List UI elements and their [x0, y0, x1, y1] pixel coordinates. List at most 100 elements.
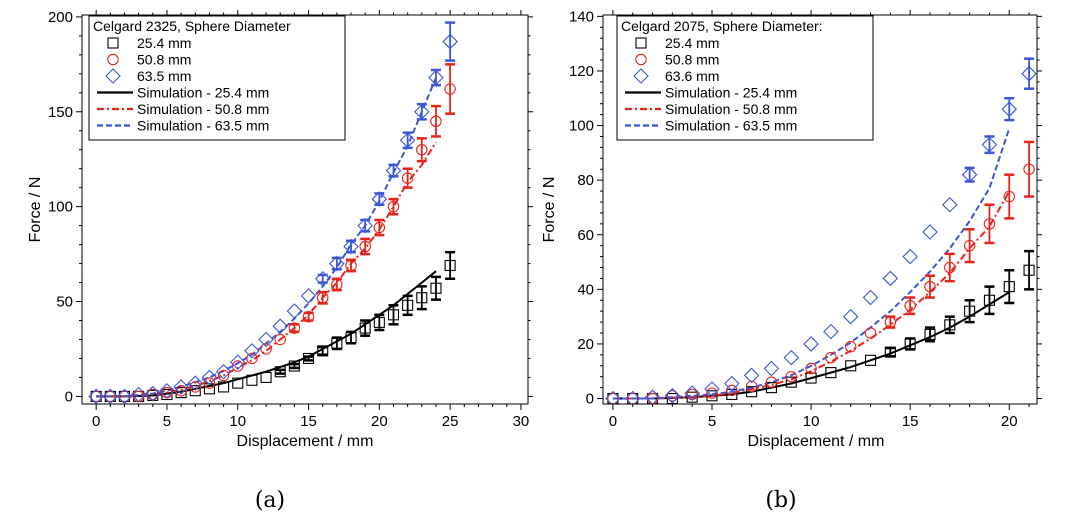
series-line-simulation-50-8-mm — [96, 141, 437, 398]
data-point-63-5-mm — [244, 343, 260, 359]
data-point-63-5-mm — [385, 162, 402, 179]
data-point-50-8-mm — [825, 351, 837, 364]
data-point-25-4-mm — [924, 328, 936, 340]
data-point-25-4-mm — [825, 367, 837, 379]
data-point-63-5-mm — [399, 132, 416, 149]
x-tick-label: 10 — [803, 413, 820, 430]
series-line-simulation-50-8-mm — [612, 190, 1011, 400]
x-tick-label: 20 — [371, 413, 388, 430]
y-tick-label: 50 — [56, 294, 73, 311]
data-point-50-8-mm — [175, 384, 187, 397]
data-point-50-8-mm — [864, 327, 877, 339]
data-point-25-4-mm — [1003, 281, 1015, 293]
data-point-50-8-mm — [1023, 163, 1035, 175]
data-point-50-8-mm — [607, 392, 619, 404]
x-tick-label: 30 — [513, 413, 530, 430]
data-point-25-4-mm — [189, 385, 201, 397]
data-point-25-4-mm — [805, 372, 817, 384]
data-point-50-8-mm — [626, 392, 639, 404]
data-point-63-5-mm — [187, 375, 204, 391]
legend-label: Simulation - 25.4 mm — [665, 85, 797, 101]
series-line-simulation-63-5-mm — [96, 77, 437, 398]
y-tick-label: 100 — [48, 199, 73, 216]
data-point-25-4-mm — [345, 332, 357, 344]
data-point-63-6-mm — [882, 270, 899, 287]
y-tick-label: 20 — [577, 336, 594, 353]
data-point-50-8-mm — [924, 280, 936, 293]
y-axis-label: Force / N — [27, 177, 44, 243]
x-tick-label: 15 — [300, 413, 317, 430]
x-tick-label: 10 — [229, 413, 246, 430]
legend-label: Simulation - 50.8 mm — [665, 101, 797, 117]
data-point-63-6-mm — [1001, 101, 1018, 117]
data-point-63-6-mm — [783, 349, 800, 366]
legend-marker-50-8-mm — [107, 53, 119, 66]
data-point-63-6-mm — [684, 385, 700, 401]
legend-marker-25-4-mm — [635, 37, 647, 49]
data-point-63-6-mm — [862, 289, 879, 306]
legend-label: 25.4 mm — [137, 35, 191, 51]
legend-title: Celgard 2325, Sphere Diameter — [93, 18, 291, 34]
data-point-50-8-mm — [147, 388, 159, 401]
data-point-63-5-mm — [215, 363, 232, 380]
data-point-25-4-mm — [387, 309, 400, 321]
data-point-50-8-mm — [217, 369, 230, 382]
data-point-63-6-mm — [644, 389, 661, 404]
data-point-50-8-mm — [444, 83, 456, 95]
plot-frame — [81, 14, 529, 405]
legend-label: Simulation - 63.5 mm — [665, 118, 797, 134]
data-point-50-8-mm — [785, 370, 798, 383]
data-point-50-8-mm — [963, 239, 976, 252]
data-point-63-6-mm — [743, 367, 760, 384]
legend-title: Celgard 2075, Sphere Diameter: — [621, 18, 823, 34]
data-point-25-4-mm — [218, 381, 230, 393]
data-point-63-5-mm — [258, 331, 274, 348]
data-point-63-5-mm — [88, 388, 104, 404]
data-point-25-4-mm — [765, 382, 777, 394]
data-point-50-8-mm — [416, 143, 428, 156]
legend-marker-63-5-mm — [105, 68, 121, 84]
data-point-50-8-mm — [983, 218, 996, 230]
data-point-50-8-mm — [373, 221, 386, 234]
data-point-50-8-mm — [401, 172, 414, 184]
data-point-25-4-mm — [430, 282, 442, 294]
data-point-50-8-mm — [316, 291, 329, 304]
data-point-63-6-mm — [981, 136, 998, 153]
panel-caption: (a) — [255, 488, 285, 513]
y-tick-label: 40 — [577, 281, 594, 298]
data-point-50-8-mm — [246, 352, 258, 365]
plot-frame — [602, 14, 1038, 405]
y-tick-label: 60 — [577, 227, 594, 244]
data-point-50-8-mm — [260, 343, 272, 355]
data-point-25-4-mm — [785, 376, 797, 388]
data-point-25-4-mm — [444, 259, 456, 272]
data-point-50-8-mm — [430, 115, 442, 128]
y-tick-label: 0 — [65, 388, 73, 405]
legend-label: 50.8 mm — [665, 52, 719, 68]
data-point-25-4-mm — [260, 371, 272, 383]
legend-label: 50.8 mm — [137, 52, 191, 68]
data-point-63-5-mm — [428, 69, 444, 86]
legend-box — [616, 15, 874, 141]
panel-caption: (b) — [765, 488, 796, 513]
data-point-63-5-mm — [173, 379, 189, 395]
data-point-50-8-mm — [331, 278, 343, 291]
data-point-63-6-mm — [763, 360, 780, 377]
legend-label: 63.6 mm — [665, 68, 719, 84]
data-point-25-4-mm — [317, 345, 329, 357]
legend-label: 63.5 mm — [137, 68, 191, 84]
y-tick-label: 120 — [569, 63, 594, 80]
legend-marker-50-8-mm — [635, 53, 647, 66]
data-point-50-8-mm — [706, 387, 718, 399]
data-point-25-4-mm — [845, 360, 857, 372]
data-point-63-5-mm — [371, 191, 388, 207]
x-axis-label: Displacement / mm — [237, 433, 374, 450]
x-axis-label: Displacement / mm — [748, 433, 885, 450]
data-point-25-4-mm — [331, 337, 343, 349]
data-point-25-4-mm — [232, 377, 244, 389]
data-point-50-8-mm — [726, 384, 738, 397]
data-point-50-8-mm — [904, 299, 916, 312]
data-point-63-5-mm — [130, 386, 147, 403]
data-point-63-5-mm — [201, 369, 218, 386]
